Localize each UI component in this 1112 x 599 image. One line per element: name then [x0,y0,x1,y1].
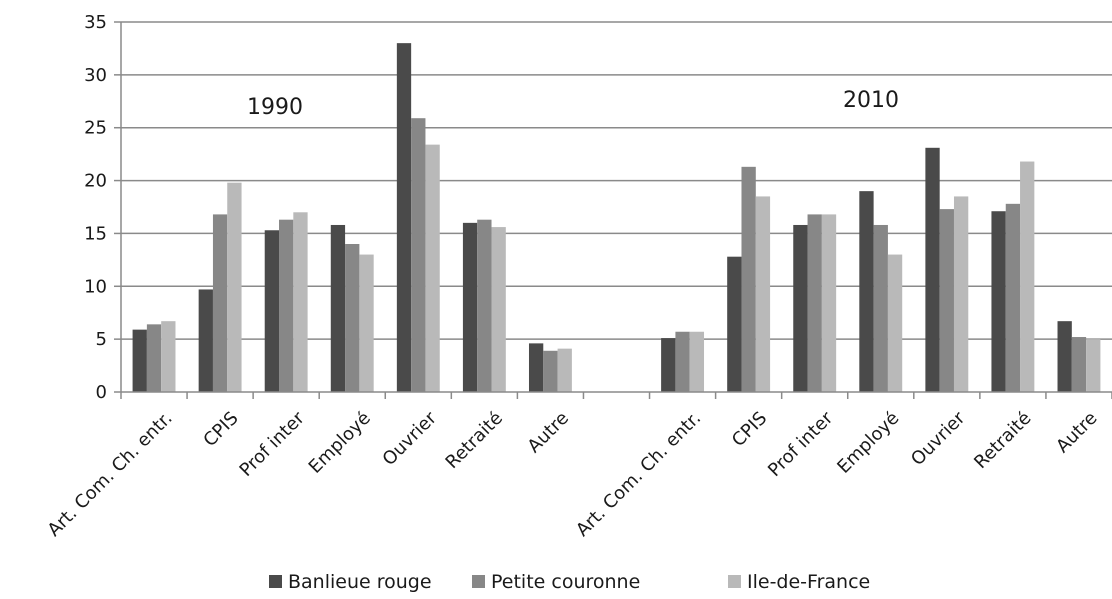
y-tick-labels: 0 5 10 15 20 25 30 35 [84,12,121,403]
category-label: CPIS [728,408,771,451]
bars [132,43,1101,393]
bar-ile-de-france-5 [491,227,506,392]
y-tick-label: 30 [84,65,107,86]
bar-ile-de-france-3 [359,254,374,392]
bar-banlieue-rouge-3 [330,224,346,392]
y-tick-label: 5 [96,329,107,350]
bar-banlieue-rouge-0 [132,329,147,392]
category-label: CPIS [199,408,242,451]
legend-swatch-banlieue-rouge [269,575,282,588]
y-tick-label: 20 [84,171,107,192]
bar-banlieue-rouge-12 [925,147,940,392]
legend-label-ile-de-france: Ile-de-France [747,571,870,593]
bar-ile-de-france-14 [1086,339,1101,392]
category-label: Art. Com. Ch. entr. [44,408,177,541]
bar-ile-de-france-4 [425,144,440,392]
bar-ile-de-france-6 [557,348,572,392]
legend: Banlieue rouge Petite couronne Ile-de-Fr… [269,571,870,593]
bar-ile-de-france-0 [161,321,176,392]
bar-banlieue-rouge-5 [462,222,478,392]
bar-petite-couronne-9 [741,166,756,392]
category-label: Employé [305,408,375,478]
annotation-1990: 1990 [247,95,303,120]
category-label: Ouvrier [379,407,442,470]
legend-label-banlieue-rouge: Banlieue rouge [288,571,432,593]
legend-label-petite-couronne: Petite couronne [491,571,640,593]
bar-petite-couronne-1 [212,214,228,392]
bar-banlieue-rouge-8 [661,338,676,392]
y-tick-label: 10 [84,276,107,297]
bar-ile-de-france-13 [1020,161,1035,392]
bar-petite-couronne-10 [807,214,822,392]
bar-ile-de-france-8 [689,331,705,392]
category-label: Employé [833,408,903,478]
bar-petite-couronne-12 [939,209,954,392]
bar-petite-couronne-8 [675,331,690,392]
x-ticks [120,392,1112,399]
bar-banlieue-rouge-2 [264,230,280,392]
y-tick-label: 35 [84,12,107,33]
bar-banlieue-rouge-6 [528,343,544,392]
bar-banlieue-rouge-14 [1057,321,1072,392]
bar-ile-de-france-9 [755,196,771,392]
bar-banlieue-rouge-9 [727,256,742,392]
bar-banlieue-rouge-4 [396,43,412,393]
bar-ile-de-france-12 [953,196,969,392]
category-label: Autre [524,408,573,457]
bar-petite-couronne-4 [411,118,426,392]
bar-banlieue-rouge-1 [198,289,213,392]
bar-petite-couronne-2 [279,219,294,392]
annotation-2010: 2010 [843,88,899,113]
bar-petite-couronne-5 [477,219,492,392]
category-label: Retraité [442,408,507,473]
bar-petite-couronne-11 [873,224,888,392]
bar-ile-de-france-10 [821,214,837,392]
bar-banlieue-rouge-13 [991,211,1006,392]
category-label: Prof inter [764,407,838,481]
bar-banlieue-rouge-11 [859,191,874,392]
bar-ile-de-france-1 [227,182,242,392]
bar-petite-couronne-14 [1071,337,1087,392]
bar-ile-de-france-11 [887,254,903,392]
bar-petite-couronne-3 [345,244,360,392]
bar-petite-couronne-0 [146,324,162,392]
category-label: Autre [1052,408,1101,457]
bar-petite-couronne-6 [543,350,558,392]
legend-swatch-ile-de-france [728,575,741,588]
category-label: Prof inter [236,407,310,481]
axes [120,22,1112,393]
category-label: Ouvrier [907,407,970,470]
legend-swatch-petite-couronne [472,575,485,588]
y-tick-label: 25 [84,118,107,139]
category-label: Art. Com. Ch. entr. [572,408,705,541]
bar-petite-couronne-13 [1005,203,1021,392]
y-tick-label: 15 [84,223,107,244]
bar-banlieue-rouge-10 [793,224,808,392]
y-tick-label: 0 [96,382,107,403]
bar-ile-de-france-2 [293,212,308,392]
category-label: Retraité [970,408,1035,473]
